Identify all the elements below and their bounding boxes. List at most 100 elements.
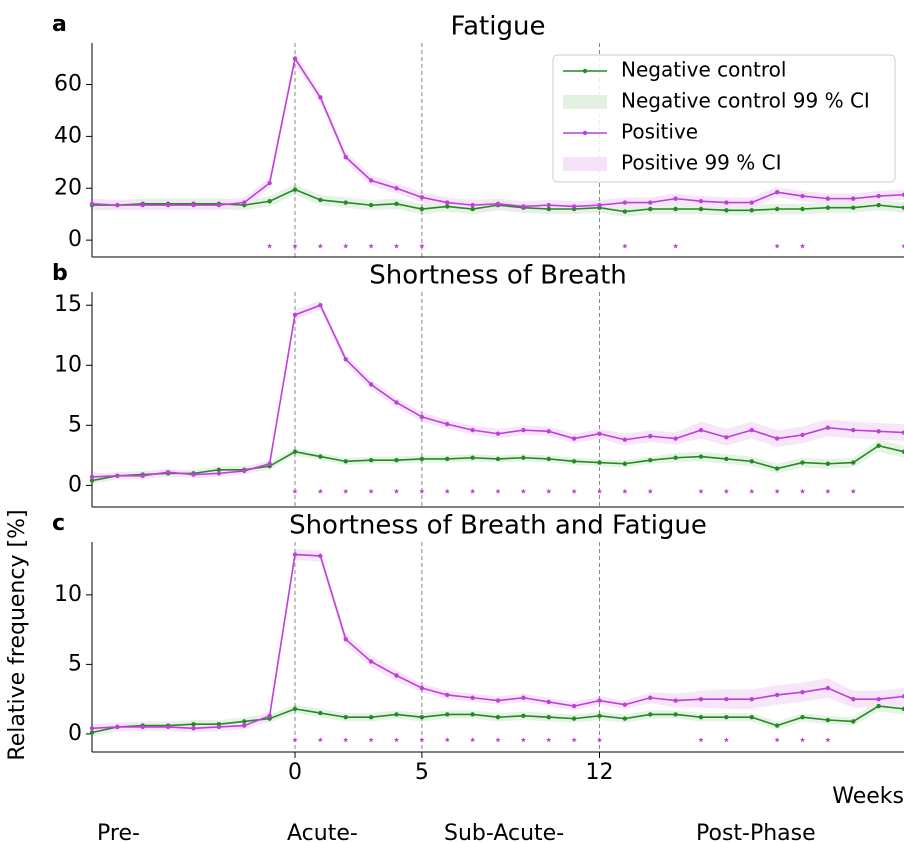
- point: [140, 724, 145, 730]
- point: [394, 186, 399, 191]
- point: [242, 468, 247, 474]
- point: [115, 473, 120, 478]
- point: [470, 455, 475, 460]
- significance-star: [622, 488, 628, 494]
- panel-letter: b: [52, 261, 68, 286]
- point: [343, 715, 348, 720]
- point: [825, 205, 831, 210]
- point: [343, 154, 348, 160]
- significance-star: [850, 488, 856, 494]
- point: [724, 456, 729, 462]
- point: [622, 461, 628, 466]
- point: [140, 473, 145, 478]
- significance-star: [419, 488, 425, 494]
- y-tick-label: 0: [68, 721, 82, 746]
- panel-letter: c: [52, 511, 65, 536]
- point: [597, 698, 602, 703]
- point: [876, 202, 881, 208]
- panel-title: Shortness of Breath and Fatigue: [289, 511, 707, 541]
- point: [343, 459, 348, 464]
- point: [89, 726, 95, 731]
- significance-star: [698, 488, 704, 494]
- significance-star: [774, 488, 780, 494]
- point: [368, 202, 374, 208]
- point: [394, 400, 399, 405]
- significance-star: [546, 488, 552, 494]
- point: [445, 204, 450, 209]
- point: [901, 205, 904, 210]
- significance-star: [317, 737, 324, 743]
- point: [698, 454, 704, 459]
- point: [216, 202, 222, 208]
- point: [242, 723, 247, 728]
- x-tick-label: 12: [586, 760, 614, 785]
- x-tick-label: 0: [288, 760, 302, 785]
- point: [597, 202, 602, 208]
- y-tick-label: 60: [54, 72, 82, 97]
- point: [648, 695, 653, 700]
- point: [774, 692, 780, 698]
- point: [191, 726, 196, 731]
- point: [89, 730, 95, 735]
- point: [571, 436, 577, 441]
- point: [724, 435, 729, 440]
- point: [343, 357, 348, 362]
- line: [91, 304, 904, 478]
- significance-star: [495, 488, 501, 494]
- y-tick-label: 40: [54, 123, 82, 148]
- legend-label: Positive: [621, 120, 698, 144]
- significance-star: [774, 737, 780, 743]
- significance-star: [901, 243, 904, 249]
- point: [749, 459, 754, 464]
- point: [851, 205, 856, 210]
- legend: Negative control Negative control 99 % CI…: [552, 54, 896, 183]
- phase-label: Acute-: [287, 821, 358, 843]
- point: [825, 717, 831, 723]
- point: [165, 202, 171, 208]
- significance-star: [419, 737, 425, 743]
- significance-star: [343, 488, 349, 494]
- point: [318, 553, 323, 559]
- significance-star: [393, 243, 400, 249]
- point: [825, 196, 831, 201]
- point: [318, 303, 323, 308]
- point: [267, 461, 272, 466]
- point: [445, 456, 450, 462]
- point: [597, 713, 602, 719]
- point: [673, 206, 678, 212]
- point: [521, 204, 526, 209]
- significance-star: [723, 737, 730, 743]
- significance-star: [774, 243, 780, 249]
- point: [140, 202, 145, 208]
- point: [394, 712, 399, 717]
- point: [622, 209, 628, 214]
- point: [749, 200, 754, 205]
- significance-star: [495, 737, 501, 743]
- point: [292, 449, 298, 454]
- point: [318, 95, 323, 100]
- significance-star: [825, 488, 831, 494]
- point: [419, 195, 425, 200]
- significance-star: [520, 488, 527, 494]
- point: [419, 715, 425, 720]
- significance-star: [292, 488, 298, 494]
- point: [673, 436, 678, 441]
- significance-star: [799, 488, 806, 494]
- phase-label: Post-Phase: [696, 821, 816, 843]
- point: [343, 200, 348, 205]
- point: [774, 189, 780, 195]
- point: [622, 702, 628, 707]
- point: [318, 710, 323, 716]
- point: [165, 724, 171, 730]
- y-tick-label: 20: [54, 175, 82, 200]
- point: [470, 427, 475, 433]
- point: [191, 721, 196, 727]
- panel-letter: a: [52, 12, 67, 37]
- significance-star: [343, 243, 349, 249]
- ci-band: [92, 548, 904, 733]
- significance-star: [393, 488, 400, 494]
- significance-star: [469, 737, 476, 743]
- significance-star: [571, 737, 577, 743]
- point: [876, 696, 881, 702]
